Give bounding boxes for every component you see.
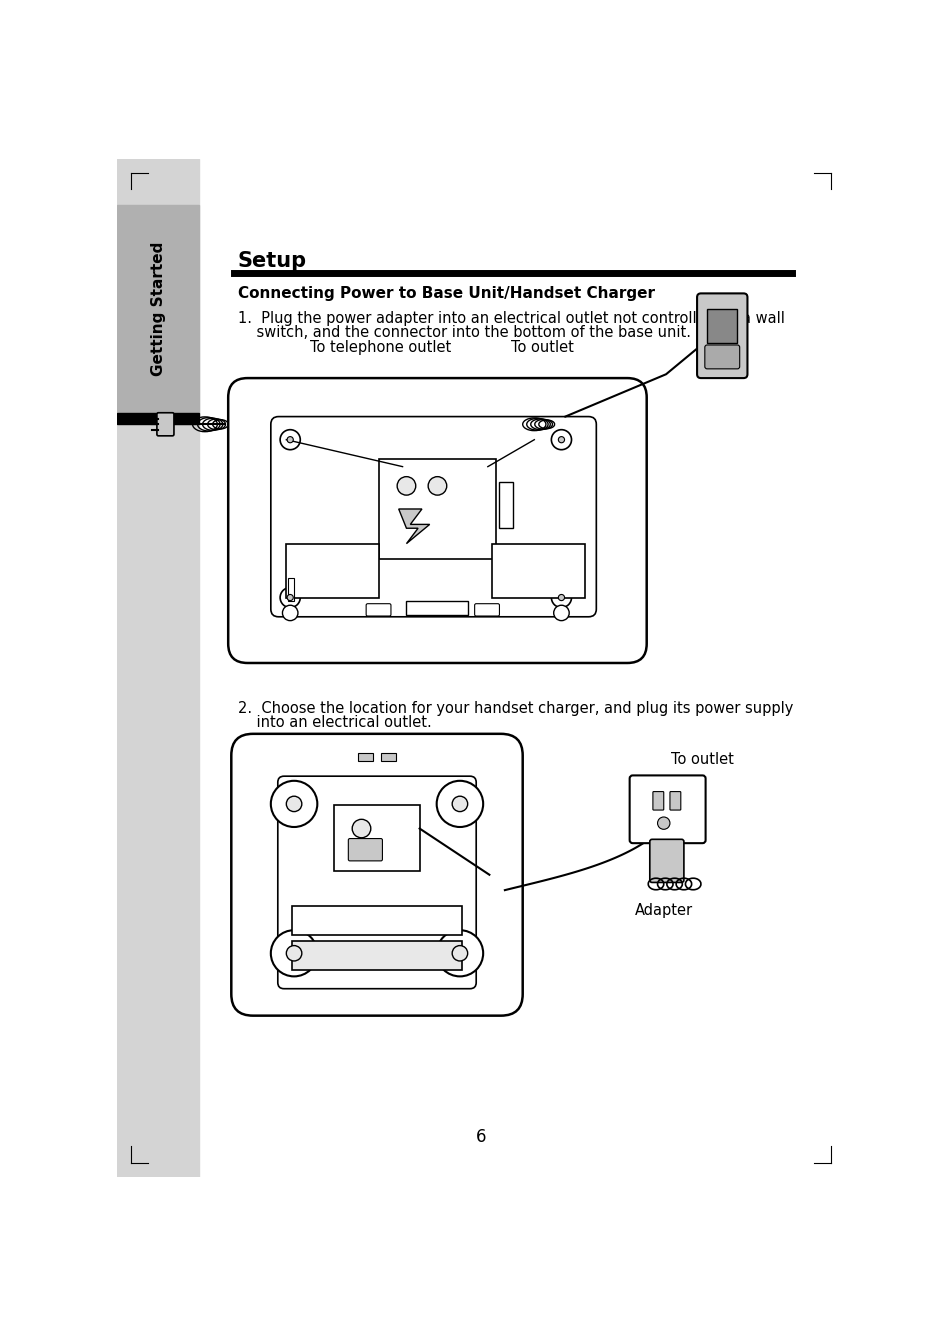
FancyBboxPatch shape [228, 378, 647, 664]
Bar [334, 805, 420, 871]
Text: Adapter: Adapter [635, 903, 693, 919]
Polygon shape [399, 509, 430, 543]
Bar [117, 205, 199, 412]
Circle shape [280, 587, 300, 608]
Circle shape [554, 605, 569, 620]
Circle shape [270, 931, 317, 977]
Circle shape [397, 477, 416, 496]
FancyBboxPatch shape [348, 838, 382, 861]
Circle shape [559, 595, 564, 600]
Text: into an electrical outlet.: into an electrical outlet. [238, 715, 431, 730]
FancyBboxPatch shape [670, 792, 681, 810]
Circle shape [551, 587, 572, 608]
FancyBboxPatch shape [474, 604, 500, 616]
Circle shape [428, 477, 447, 496]
Circle shape [283, 605, 298, 620]
Circle shape [657, 817, 670, 829]
Text: To telephone outlet: To telephone outlet [310, 340, 451, 354]
Bar [407, 602, 469, 615]
FancyBboxPatch shape [157, 412, 174, 436]
Circle shape [287, 595, 293, 600]
FancyBboxPatch shape [653, 792, 664, 810]
Text: 1.  Plug the power adapter into an electrical outlet not controlled by a wall: 1. Plug the power adapter into an electr… [238, 311, 784, 327]
Circle shape [453, 796, 468, 812]
Bar [224, 340, 713, 656]
Text: To outlet: To outlet [671, 751, 734, 767]
Text: 2.  Choose the location for your handset charger, and plug its power supply: 2. Choose the location for your handset … [238, 702, 793, 717]
Bar [379, 459, 496, 559]
FancyBboxPatch shape [697, 293, 747, 378]
Bar [117, 159, 199, 1177]
Circle shape [437, 931, 484, 977]
Circle shape [280, 430, 300, 449]
Bar [500, 483, 514, 529]
Circle shape [287, 436, 293, 443]
Text: 6: 6 [475, 1128, 486, 1146]
Circle shape [551, 430, 572, 449]
Circle shape [437, 781, 484, 828]
Circle shape [453, 945, 468, 961]
Bar [117, 412, 199, 423]
Bar [292, 941, 462, 970]
FancyBboxPatch shape [231, 734, 523, 1015]
Circle shape [352, 820, 371, 838]
Bar [230, 736, 733, 1021]
Bar [707, 309, 737, 344]
Circle shape [270, 781, 317, 828]
FancyBboxPatch shape [278, 776, 476, 989]
FancyBboxPatch shape [366, 604, 391, 616]
Bar [492, 543, 585, 598]
Text: Setup: Setup [238, 251, 307, 271]
Text: To outlet: To outlet [511, 340, 574, 354]
FancyBboxPatch shape [270, 416, 596, 617]
FancyBboxPatch shape [630, 776, 705, 843]
Circle shape [286, 945, 301, 961]
FancyBboxPatch shape [650, 839, 684, 883]
FancyBboxPatch shape [705, 345, 740, 369]
Text: Getting Started: Getting Started [150, 242, 165, 375]
Text: switch, and the connector into the bottom of the base unit.: switch, and the connector into the botto… [238, 325, 690, 340]
Circle shape [559, 436, 564, 443]
Text: Connecting Power to Base Unit/Handset Charger: Connecting Power to Base Unit/Handset Ch… [238, 286, 654, 300]
Circle shape [286, 796, 301, 812]
Bar [226, 205, 829, 1129]
Bar [292, 906, 462, 935]
Bar [286, 543, 379, 598]
Bar [358, 754, 373, 760]
Bar [288, 578, 294, 602]
Bar [381, 754, 396, 760]
